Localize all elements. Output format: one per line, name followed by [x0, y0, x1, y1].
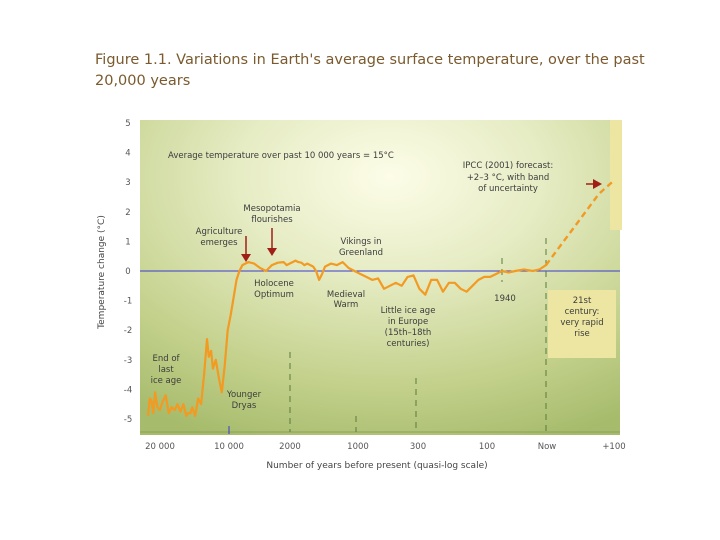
annotation-endlast-line3: ice age — [151, 376, 182, 386]
y-tick-label: 2 — [125, 208, 130, 218]
annotation-little-ice-line3: (15th–18th — [385, 328, 432, 338]
annotation-vikings-line1: Vikings in — [341, 237, 382, 247]
annotation-holocene-line1: Holocene — [254, 279, 294, 289]
x-tick-label: 2000 — [279, 442, 301, 452]
y-tick-label: -4 — [124, 385, 132, 395]
annotation-ipcc-line1: IPCC (2001) forecast: — [463, 161, 553, 171]
annotation-endlast-line1: End of — [152, 354, 180, 364]
agriculture-arrow — [241, 236, 251, 262]
annotation-average: Average temperature over past 10 000 yea… — [168, 151, 394, 161]
x-tick-label: +100 — [602, 442, 625, 452]
series-line-temperature — [146, 259, 503, 418]
y-tick-label: -3 — [124, 356, 132, 366]
y-tick-label: 5 — [125, 119, 130, 129]
y-tick-labels: 5 4 3 2 1 0 -1 -2 -3 -4 -5 — [124, 119, 132, 425]
x-tick-label: 300 — [410, 442, 426, 452]
y-tick-label: -1 — [124, 297, 132, 307]
annotation-holocene-line2: Optimum — [254, 290, 294, 300]
forecast-arrow — [586, 179, 602, 189]
annotation-younger-line1: Younger — [226, 390, 262, 400]
series-line-forecast — [545, 181, 613, 266]
annotation-little-ice-line4: centuries) — [387, 339, 430, 349]
annotation-endlast-line2: last — [158, 365, 174, 375]
x-tick-labels: 20 000 10 000 2000 1000 300 100 Now +100 — [145, 442, 626, 452]
annotation-vikings-line2: Greenland — [339, 248, 383, 258]
mesopotamia-arrow — [267, 228, 277, 256]
x-tick-label: 20 000 — [145, 442, 175, 452]
annotation-little-ice-line1: Little ice age — [381, 306, 436, 316]
annotation-agriculture-line1: Agriculture — [196, 227, 243, 237]
x-tick-label: 10 000 — [214, 442, 244, 452]
annotation-21st-line3: very rapid — [560, 318, 603, 328]
forecast-band — [610, 120, 622, 230]
x-axis-label: Number of years before present (quasi-lo… — [266, 461, 487, 471]
y-tick-label: -5 — [124, 415, 132, 425]
annotation-agriculture-line2: emerges — [200, 238, 238, 248]
annotation-ipcc-line2: +2–3 °C, with band — [467, 173, 550, 183]
annotation-1940: 1940 — [494, 294, 516, 304]
y-tick-label: 0 — [125, 267, 130, 277]
annotation-mesopotamia-line2: flourishes — [251, 215, 293, 225]
annotation-21st-line1: 21st — [573, 296, 592, 306]
y-tick-label: -2 — [124, 326, 132, 336]
annotation-21st-line4: rise — [574, 329, 590, 339]
y-tick-label: 1 — [125, 237, 130, 247]
century-box — [548, 290, 616, 358]
annotation-medieval-line2: Warm — [334, 300, 359, 310]
series-line-observed — [501, 264, 547, 274]
annotation-little-ice-line2: in Europe — [388, 317, 428, 327]
y-tick-label: 3 — [125, 178, 130, 188]
y-axis-label: Temperature change (°C) — [97, 215, 107, 330]
annotation-medieval-line1: Medieval — [327, 290, 365, 300]
annotation-mesopotamia-line1: Mesopotamia — [243, 204, 300, 214]
x-tick-label: Now — [538, 442, 557, 452]
annotation-younger-line2: Dryas — [232, 401, 257, 411]
x-tick-label: 1000 — [347, 442, 369, 452]
x-tick-label: 100 — [479, 442, 495, 452]
chart-title: Figure 1.1. Variations in Earth's averag… — [95, 52, 645, 89]
annotation-21st-line2: century: — [565, 307, 600, 317]
y-tick-label: 4 — [125, 149, 130, 159]
annotation-ipcc-line3: of uncertainty — [478, 184, 538, 194]
